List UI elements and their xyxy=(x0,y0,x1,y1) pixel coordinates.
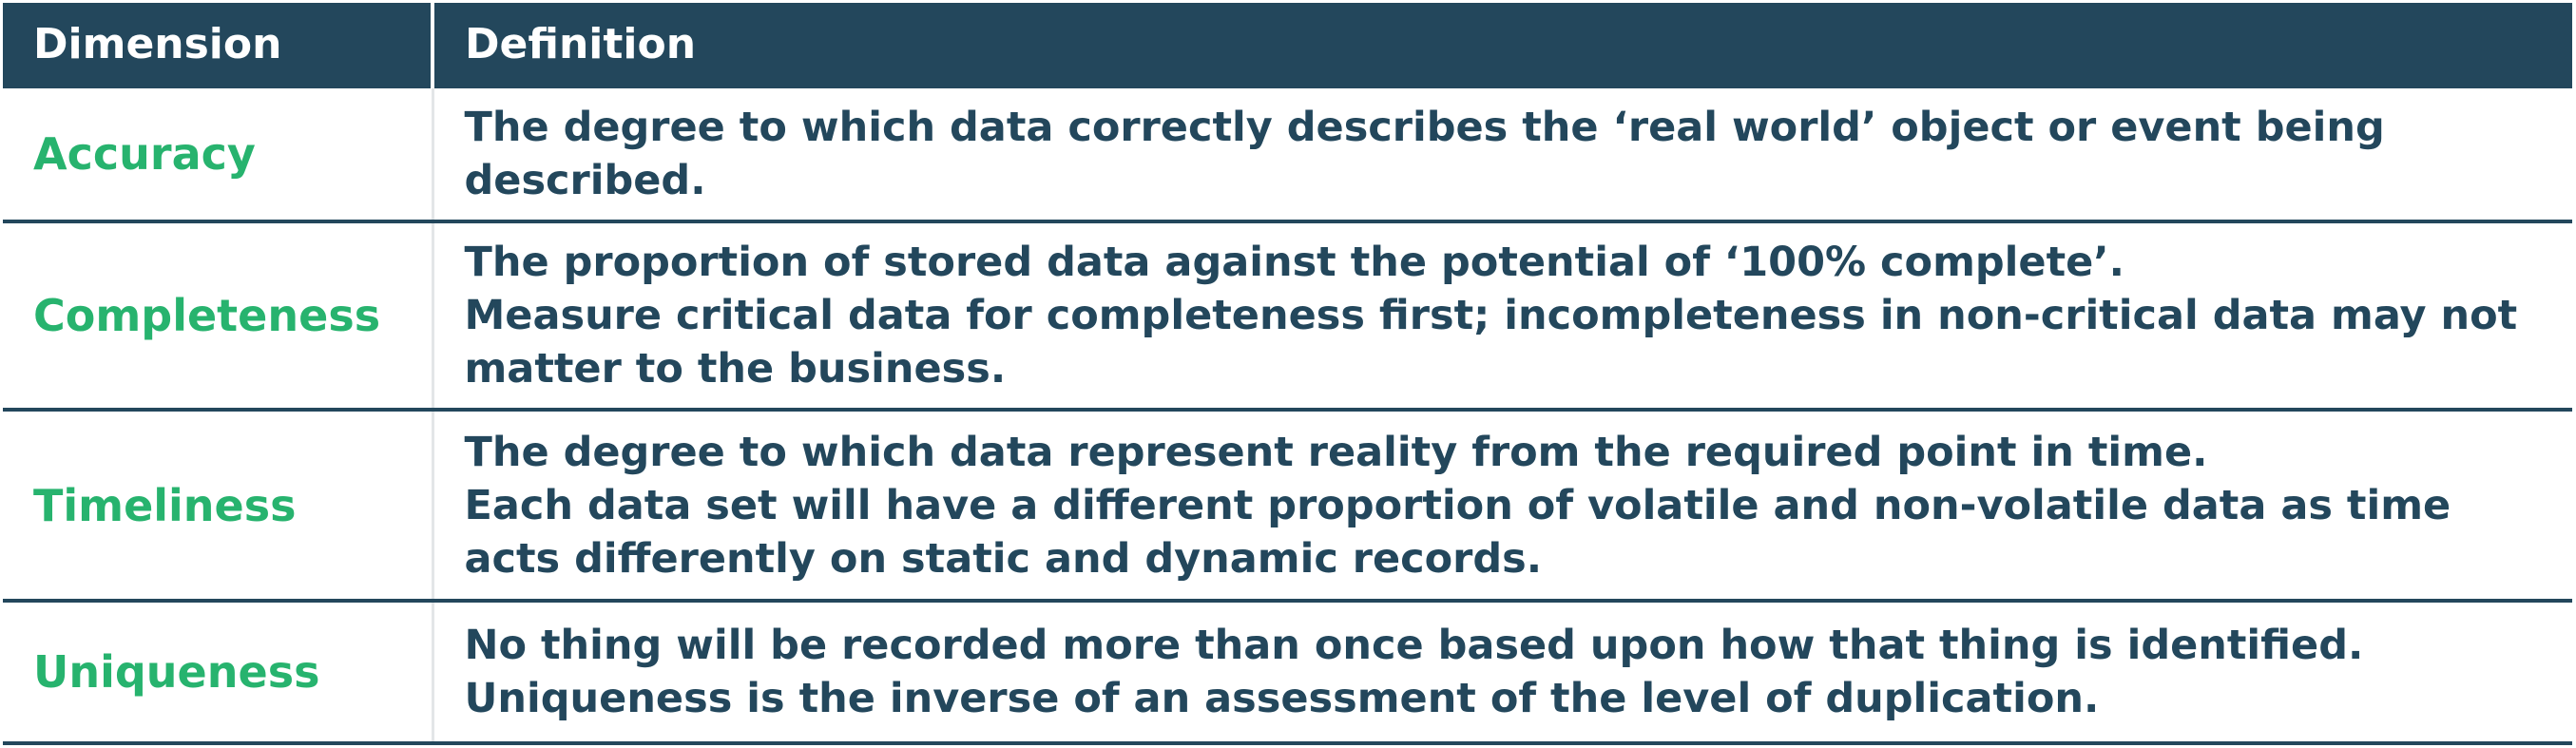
definition-line: Measure critical data for completeness f… xyxy=(464,292,2518,393)
data-quality-dimensions-table: Dimension Definition Accuracy The degree… xyxy=(3,3,2572,745)
dimension-accuracy: Accuracy xyxy=(3,85,434,221)
dimension-uniqueness: Uniqueness xyxy=(3,599,434,745)
dimensions-table: Dimension Definition Accuracy The degree… xyxy=(3,3,2572,745)
header-row: Dimension Definition xyxy=(3,3,2572,86)
table-body: Accuracy The degree to which data correc… xyxy=(3,85,2572,745)
table-row: Timeliness The degree to which data repr… xyxy=(3,408,2572,602)
definition-line: The proportion of stored data against th… xyxy=(464,239,2124,287)
definition-line: The degree to which data correctly descr… xyxy=(464,103,2385,204)
definition-line: No thing will be recorded more than once… xyxy=(464,622,2364,670)
definition-line: The degree to which data represent reali… xyxy=(464,428,2208,476)
table-header: Dimension Definition xyxy=(3,3,2572,86)
definition-uniqueness: No thing will be recorded more than once… xyxy=(433,599,2572,745)
header-definition: Definition xyxy=(433,3,2572,86)
header-dimension: Dimension xyxy=(3,3,434,86)
table-row: Uniqueness No thing will be recorded mor… xyxy=(3,599,2572,745)
table-row: Completeness The proportion of stored da… xyxy=(3,219,2572,411)
dimension-timeliness: Timeliness xyxy=(3,408,434,602)
table-row: Accuracy The degree to which data correc… xyxy=(3,85,2572,221)
definition-timeliness: The degree to which data represent reali… xyxy=(433,408,2572,602)
dimension-completeness: Completeness xyxy=(3,219,434,411)
definition-accuracy: The degree to which data correctly descr… xyxy=(433,85,2572,221)
definition-line: Each data set will have a different prop… xyxy=(464,481,2451,583)
definition-completeness: The proportion of stored data against th… xyxy=(433,219,2572,411)
definition-line: Uniqueness is the inverse of an assessme… xyxy=(464,675,2100,723)
